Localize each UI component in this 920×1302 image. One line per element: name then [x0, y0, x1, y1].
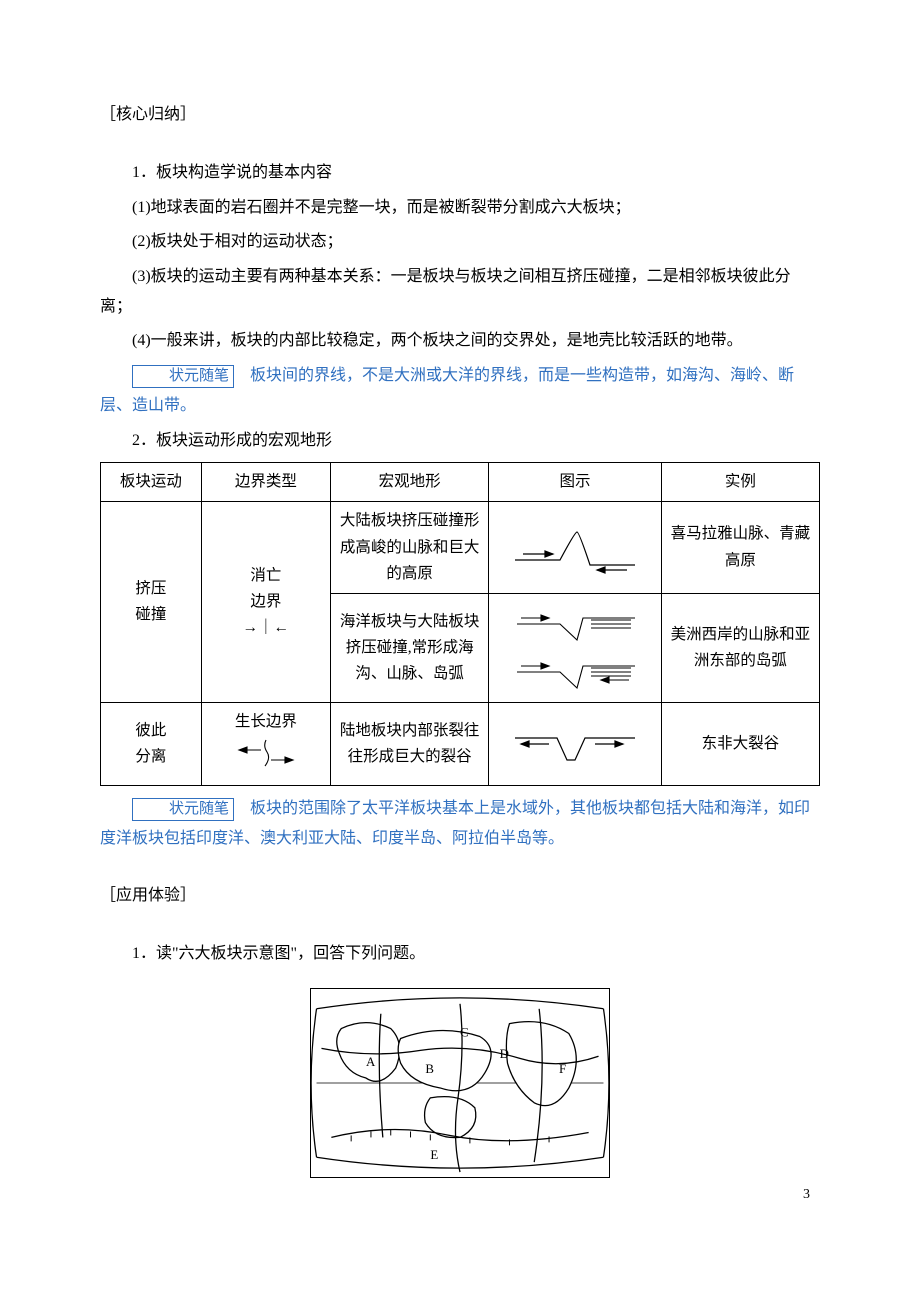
plate-motion-table: 板块运动 边界类型 宏观地形 图示 实例 挤压 碰撞 消亡 边界 →｜← 大陆板… [100, 462, 820, 786]
six-plates-map-icon: A B C D E F [310, 988, 610, 1178]
page-number: 3 [803, 1182, 810, 1209]
bottom-note-para: 状元随笔 板块的范围除了太平洋板块基本上是水域外，其他板块都包括大陆和海洋，如印… [100, 794, 820, 855]
section-heading-core: ［核心归纳］ [100, 100, 820, 130]
trench-arc-icon [505, 600, 645, 696]
map-label-A: A [366, 1055, 376, 1069]
collision-mountain-icon [505, 520, 645, 576]
th-movement: 板块运动 [101, 462, 202, 501]
table-row: 挤压 碰撞 消亡 边界 →｜← 大陆板块挤压碰撞形成高峻的山脉和巨大的高原 喜马… [101, 502, 820, 594]
map-label-C: C [460, 1025, 469, 1039]
cell-type-divergent: 生长边界 [201, 703, 330, 786]
question-1: 1．读"六大板块示意图"，回答下列问题。 [100, 939, 820, 969]
divergent-boundary-icon [231, 736, 301, 770]
th-landform: 宏观地形 [331, 462, 489, 501]
para-4: (4)一般来讲，板块的内部比较稳定，两个板块之间的交界处，是地壳比较活跃的地带。 [100, 326, 820, 356]
plates-map-figure: A B C D E F [100, 988, 820, 1189]
rift-valley-icon [505, 716, 645, 772]
cell-figure-rift [489, 703, 662, 786]
cell-example-east-african-rift: 东非大裂谷 [661, 703, 819, 786]
section-heading-practice: ［应用体验］ [100, 881, 820, 911]
top-note-label: 状元随笔 [132, 365, 234, 388]
th-example: 实例 [661, 462, 819, 501]
bottom-note-label: 状元随笔 [132, 798, 234, 821]
cell-example-himalaya: 喜马拉雅山脉、青藏高原 [661, 502, 819, 594]
cell-landform-ocean-continent: 海洋板块与大陆板块挤压碰撞,常形成海沟、山脉、岛弧 [331, 594, 489, 703]
map-label-D: D [500, 1047, 509, 1061]
para-1: (1)地球表面的岩石圈并不是完整一块，而是被断裂带分割成六大板块； [100, 193, 820, 223]
cell-figure-trench-arc [489, 594, 662, 703]
top-note-para: 状元随笔 板块间的界线，不是大洲或大洋的界线，而是一些构造带，如海沟、海岭、断层… [100, 361, 820, 422]
table-header-row: 板块运动 边界类型 宏观地形 图示 实例 [101, 462, 820, 501]
cell-type-convergent: 消亡 边界 →｜← [201, 502, 330, 703]
cell-figure-mountain [489, 502, 662, 594]
map-label-E: E [430, 1148, 438, 1162]
point-2-title: 2．板块运动形成的宏观地形 [100, 426, 820, 456]
point-1-title: 1．板块构造学说的基本内容 [100, 158, 820, 188]
th-boundary-type: 边界类型 [201, 462, 330, 501]
th-figure: 图示 [489, 462, 662, 501]
table-row: 彼此 分离 生长边界 陆地板块内部张裂往往形成巨大的裂谷 [101, 703, 820, 786]
cell-move-compress: 挤压 碰撞 [101, 502, 202, 703]
cell-example-americas-asia-arc: 美洲西岸的山脉和亚洲东部的岛弧 [661, 594, 819, 703]
cell-landform-continental-collision: 大陆板块挤压碰撞形成高峻的山脉和巨大的高原 [331, 502, 489, 594]
cell-move-diverge: 彼此 分离 [101, 703, 202, 786]
map-label-F: F [559, 1062, 566, 1076]
map-label-B: B [425, 1062, 434, 1076]
cell-landform-rift: 陆地板块内部张裂往往形成巨大的裂谷 [331, 703, 489, 786]
para-3: (3)板块的运动主要有两种基本关系：一是板块与板块之间相互挤压碰撞，二是相邻板块… [100, 262, 820, 323]
para-2: (2)板块处于相对的运动状态； [100, 227, 820, 257]
